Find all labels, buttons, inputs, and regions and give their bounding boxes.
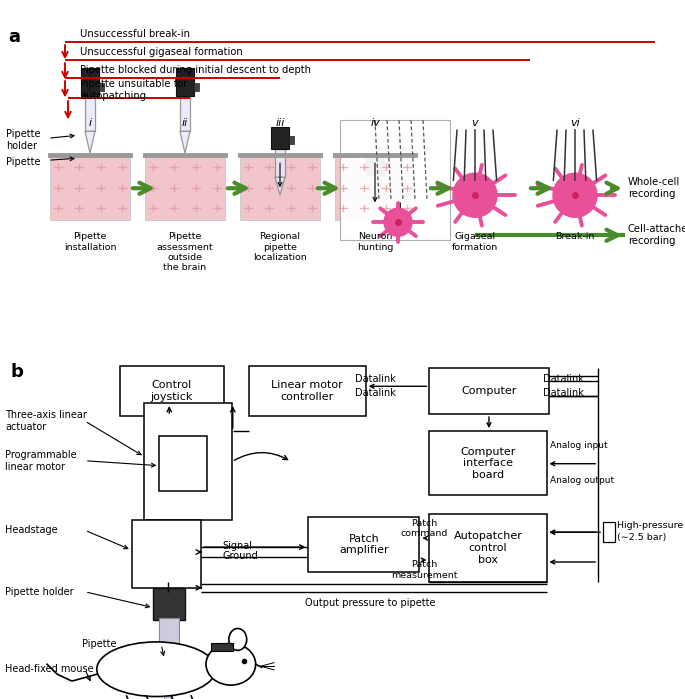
Text: Ground: Ground: [223, 551, 259, 561]
FancyBboxPatch shape: [308, 517, 419, 572]
Bar: [99, 83, 104, 92]
FancyBboxPatch shape: [429, 514, 547, 582]
Text: Computer
interface
board: Computer interface board: [460, 447, 516, 480]
Bar: [366, 157, 384, 175]
FancyBboxPatch shape: [340, 120, 450, 240]
Text: High-pressure inlet: High-pressure inlet: [617, 521, 685, 530]
Text: Pipette blocked during initial descent to depth: Pipette blocked during initial descent t…: [80, 65, 311, 75]
Bar: [211, 643, 233, 651]
Text: Programmable
linear motor: Programmable linear motor: [5, 450, 77, 472]
Text: Cell-attached
recording: Cell-attached recording: [628, 224, 685, 246]
Text: Unsuccessful gigaseal formation: Unsuccessful gigaseal formation: [80, 48, 242, 57]
FancyBboxPatch shape: [249, 366, 366, 416]
Bar: [164, 669, 172, 699]
Text: Head-fixed mouse: Head-fixed mouse: [5, 664, 94, 675]
Bar: [153, 588, 185, 619]
Text: Regional
pipette
localization: Regional pipette localization: [253, 232, 307, 262]
Bar: [180, 96, 190, 131]
Text: Neuron
hunting: Neuron hunting: [357, 232, 393, 252]
Text: v: v: [472, 118, 478, 128]
Text: Break-in: Break-in: [556, 232, 595, 241]
Ellipse shape: [206, 643, 256, 685]
Bar: [370, 175, 380, 197]
Text: Pipette
assessment
outside
the brain: Pipette assessment outside the brain: [157, 232, 213, 273]
Text: Three-axis linear
actuator: Three-axis linear actuator: [5, 410, 87, 432]
Text: iv: iv: [370, 118, 380, 128]
Text: i: i: [88, 118, 92, 128]
Text: Datalink: Datalink: [543, 375, 584, 384]
FancyArrowPatch shape: [234, 452, 288, 461]
Text: Output pressure to pipette: Output pressure to pipette: [305, 598, 435, 607]
Circle shape: [553, 173, 597, 217]
Polygon shape: [275, 178, 285, 195]
Ellipse shape: [229, 628, 247, 650]
Text: Pipette holder: Pipette holder: [5, 586, 74, 597]
Text: Whole-cell
recording: Whole-cell recording: [628, 178, 680, 199]
Bar: [335, 155, 415, 220]
Text: Control
joystick: Control joystick: [151, 380, 193, 402]
Circle shape: [453, 173, 497, 217]
Bar: [152, 651, 186, 671]
Bar: [603, 522, 615, 542]
FancyBboxPatch shape: [429, 431, 547, 496]
Text: Patch
amplifier: Patch amplifier: [339, 534, 388, 556]
Text: Patch
command: Patch command: [401, 519, 448, 538]
Text: Datalink: Datalink: [543, 388, 584, 398]
Bar: [176, 69, 194, 96]
Text: Headstage: Headstage: [5, 525, 58, 535]
Bar: [194, 83, 199, 92]
Text: Datalink: Datalink: [356, 388, 396, 398]
Bar: [85, 96, 95, 131]
Text: ii: ii: [182, 118, 188, 128]
Text: Linear motor
controller: Linear motor controller: [271, 380, 343, 402]
Text: Signal: Signal: [223, 541, 253, 551]
FancyBboxPatch shape: [132, 520, 201, 588]
Text: vi: vi: [570, 118, 580, 128]
FancyBboxPatch shape: [429, 368, 549, 414]
Text: Patch
measurement: Patch measurement: [391, 560, 458, 579]
Text: b: b: [10, 363, 23, 382]
Bar: [240, 155, 320, 220]
Text: (∼2.5 bar): (∼2.5 bar): [617, 533, 667, 542]
Text: Datalink: Datalink: [356, 375, 396, 384]
Bar: [145, 155, 225, 220]
Text: Autopatcher
control
box: Autopatcher control box: [453, 531, 523, 565]
Text: Analog input: Analog input: [551, 441, 608, 450]
FancyBboxPatch shape: [145, 403, 232, 520]
FancyBboxPatch shape: [120, 366, 224, 416]
Text: Pipette
holder: Pipette holder: [6, 129, 40, 151]
Bar: [384, 162, 389, 171]
Bar: [275, 149, 285, 178]
Text: Unsuccessful break-in: Unsuccessful break-in: [80, 29, 190, 39]
Polygon shape: [85, 131, 95, 153]
Text: Pipette
installation: Pipette installation: [64, 232, 116, 252]
FancyBboxPatch shape: [160, 436, 207, 491]
Bar: [289, 136, 294, 144]
Bar: [50, 155, 130, 220]
Text: Gigaseal
formation: Gigaseal formation: [452, 232, 498, 252]
Bar: [81, 69, 99, 96]
Ellipse shape: [97, 642, 216, 696]
Polygon shape: [180, 131, 190, 153]
Text: a: a: [8, 28, 20, 46]
Text: Pipette unsuitable for
autopatching: Pipette unsuitable for autopatching: [80, 80, 188, 101]
Bar: [271, 127, 289, 149]
Text: Analog output: Analog output: [551, 476, 614, 485]
Text: iii: iii: [275, 118, 285, 128]
Text: Computer: Computer: [461, 387, 516, 396]
Text: Pipette: Pipette: [82, 640, 116, 649]
Bar: [160, 618, 179, 657]
Text: Pipette: Pipette: [6, 157, 40, 167]
Circle shape: [384, 208, 412, 236]
Polygon shape: [370, 197, 380, 212]
